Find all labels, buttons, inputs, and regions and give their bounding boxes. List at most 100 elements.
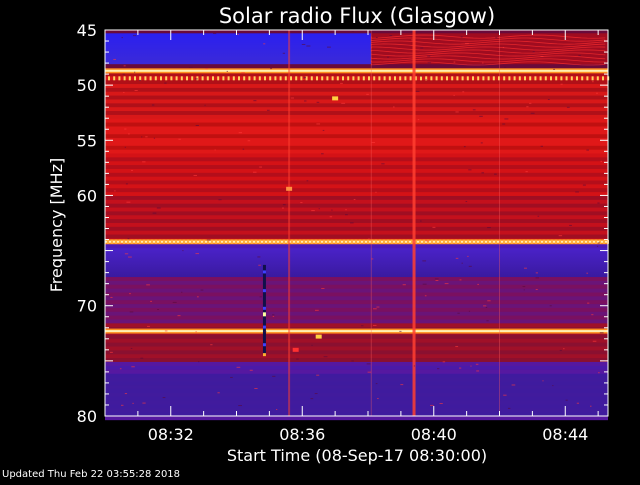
- comb-dot: [451, 76, 454, 81]
- noise-speck: [558, 235, 563, 237]
- noise-speck: [122, 73, 125, 75]
- comb-dot: [347, 76, 350, 81]
- noise-speck: [198, 361, 200, 363]
- y-tick-label: 45: [77, 21, 97, 40]
- comb-dot: [199, 239, 201, 244]
- spectrogram-row: [105, 323, 608, 328]
- noise-speck: [479, 115, 483, 117]
- updated-timestamp: Updated Thu Feb 22 03:55:28 2018: [2, 469, 180, 480]
- comb-dot: [107, 239, 109, 244]
- comb-dot: [430, 76, 433, 81]
- noise-speck: [132, 35, 137, 37]
- noise-speck: [376, 306, 380, 308]
- noise-speck: [475, 363, 479, 365]
- spectrogram-row: [105, 292, 608, 297]
- comb-dot: [131, 239, 133, 244]
- noise-speck: [237, 34, 240, 36]
- noise-speck: [326, 46, 331, 48]
- comb-dot: [595, 239, 597, 244]
- noise-speck: [124, 146, 126, 148]
- comb-dot: [567, 239, 569, 244]
- noise-speck: [254, 387, 258, 389]
- comb-dot: [375, 239, 377, 244]
- comb-dot: [326, 76, 329, 81]
- noise-speck: [181, 291, 183, 293]
- noise-speck: [487, 300, 491, 302]
- y-axis-label: Frequency [MHz]: [47, 158, 66, 292]
- spectrogram-row: [105, 230, 608, 235]
- noise-speck: [427, 62, 432, 64]
- noise-speck: [266, 109, 270, 111]
- noise-speck: [535, 289, 538, 291]
- comb-dot: [267, 239, 269, 244]
- comb-dot: [447, 239, 449, 244]
- noise-speck: [321, 288, 325, 290]
- spectrogram-row: [105, 72, 608, 77]
- noise-speck: [125, 183, 128, 185]
- noise-speck: [351, 31, 354, 33]
- noise-speck: [468, 265, 472, 267]
- noise-speck: [321, 153, 324, 155]
- noise-speck: [482, 62, 484, 64]
- noise-speck: [582, 184, 586, 186]
- comb-dot: [223, 239, 225, 244]
- comb-dot: [248, 76, 251, 81]
- noise-speck: [141, 136, 143, 138]
- comb-dot: [599, 239, 601, 244]
- bright-band-core: [105, 69, 608, 72]
- noise-speck: [134, 89, 138, 91]
- noise-speck: [485, 306, 488, 308]
- spectrogram-row: [105, 130, 608, 135]
- comb-dot: [128, 76, 131, 81]
- spectrogram-row: [105, 350, 608, 355]
- noise-speck: [462, 91, 465, 93]
- noise-speck: [575, 191, 579, 193]
- noise-speck: [476, 370, 480, 372]
- comb-dot: [378, 76, 381, 81]
- comb-dot: [165, 76, 168, 81]
- noise-speck: [306, 45, 311, 47]
- comb-dot: [291, 239, 293, 244]
- noise-speck: [472, 109, 476, 111]
- comb-dot: [295, 76, 298, 81]
- noise-speck: [264, 331, 267, 333]
- noise-speck: [310, 398, 314, 400]
- noise-speck: [259, 296, 262, 298]
- wave-pattern: [370, 58, 606, 63]
- noise-speck: [270, 68, 273, 70]
- noise-speck: [242, 148, 245, 150]
- comb-dot: [227, 239, 229, 244]
- noise-speck: [480, 142, 483, 144]
- comb-dot: [371, 239, 373, 244]
- noise-speck: [150, 300, 153, 302]
- spectrogram-row: [105, 91, 608, 96]
- comb-dot: [535, 239, 537, 244]
- noise-speck: [140, 357, 144, 359]
- noise-speck: [455, 257, 459, 259]
- spectrogram-row: [105, 199, 608, 204]
- spectrogram-row: [105, 76, 608, 81]
- comb-dot: [515, 239, 517, 244]
- spectrogram-row: [105, 346, 608, 351]
- noise-speck: [494, 173, 497, 175]
- y-tick-label: 80: [77, 407, 97, 426]
- noise-speck: [226, 70, 228, 72]
- comb-dot: [206, 76, 209, 81]
- comb-dot: [275, 239, 277, 244]
- comb-dot: [368, 76, 370, 81]
- low-flux-region: [105, 33, 372, 65]
- noise-speck: [316, 101, 320, 103]
- noise-speck: [366, 93, 369, 95]
- spectrogram-row: [105, 338, 608, 343]
- comb-dot: [394, 76, 396, 81]
- comb-dot: [570, 76, 573, 81]
- comb-dot: [160, 76, 162, 81]
- spectrogram-row: [105, 192, 608, 197]
- noise-speck: [113, 58, 117, 60]
- noise-speck: [172, 301, 177, 303]
- noise-speck: [145, 136, 148, 138]
- y-tick-label: 50: [77, 76, 97, 95]
- comb-dot: [171, 239, 173, 244]
- y-tick-label: 55: [77, 131, 97, 150]
- noise-speck: [526, 106, 529, 108]
